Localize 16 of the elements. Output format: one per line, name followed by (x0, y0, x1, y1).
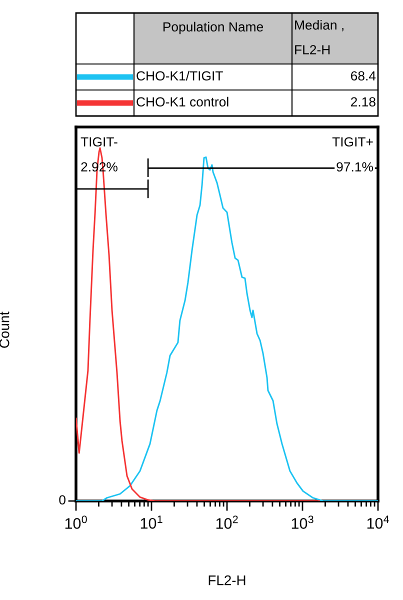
text: TIGIT- (80, 137, 118, 147)
text: Median , FL2-H (295, 20, 344, 54)
text: 68.4 (350, 71, 376, 81)
legend-label: CHO-K1/TIGIT (136, 70, 223, 81)
x-tick-label: 10$^{4}$ (367, 516, 390, 529)
x-tick-label: 10$^{1}$ (140, 516, 162, 529)
legend-label: CHO-K1 control (136, 96, 228, 107)
annotation: 97.1% (336, 162, 374, 172)
legend-title: Population Name (163, 22, 264, 34)
text: TIGIT+ (332, 137, 373, 147)
x-axis-title: FL2-H (208, 575, 246, 586)
x-tick-label: 10$^{0}$ (65, 516, 87, 529)
text: 2.18 (350, 97, 376, 107)
x-tick-label: 10$^{3}$ (292, 516, 314, 529)
x-tick-label: 10$^{2}$ (216, 516, 238, 529)
text: 0 (59, 495, 66, 505)
